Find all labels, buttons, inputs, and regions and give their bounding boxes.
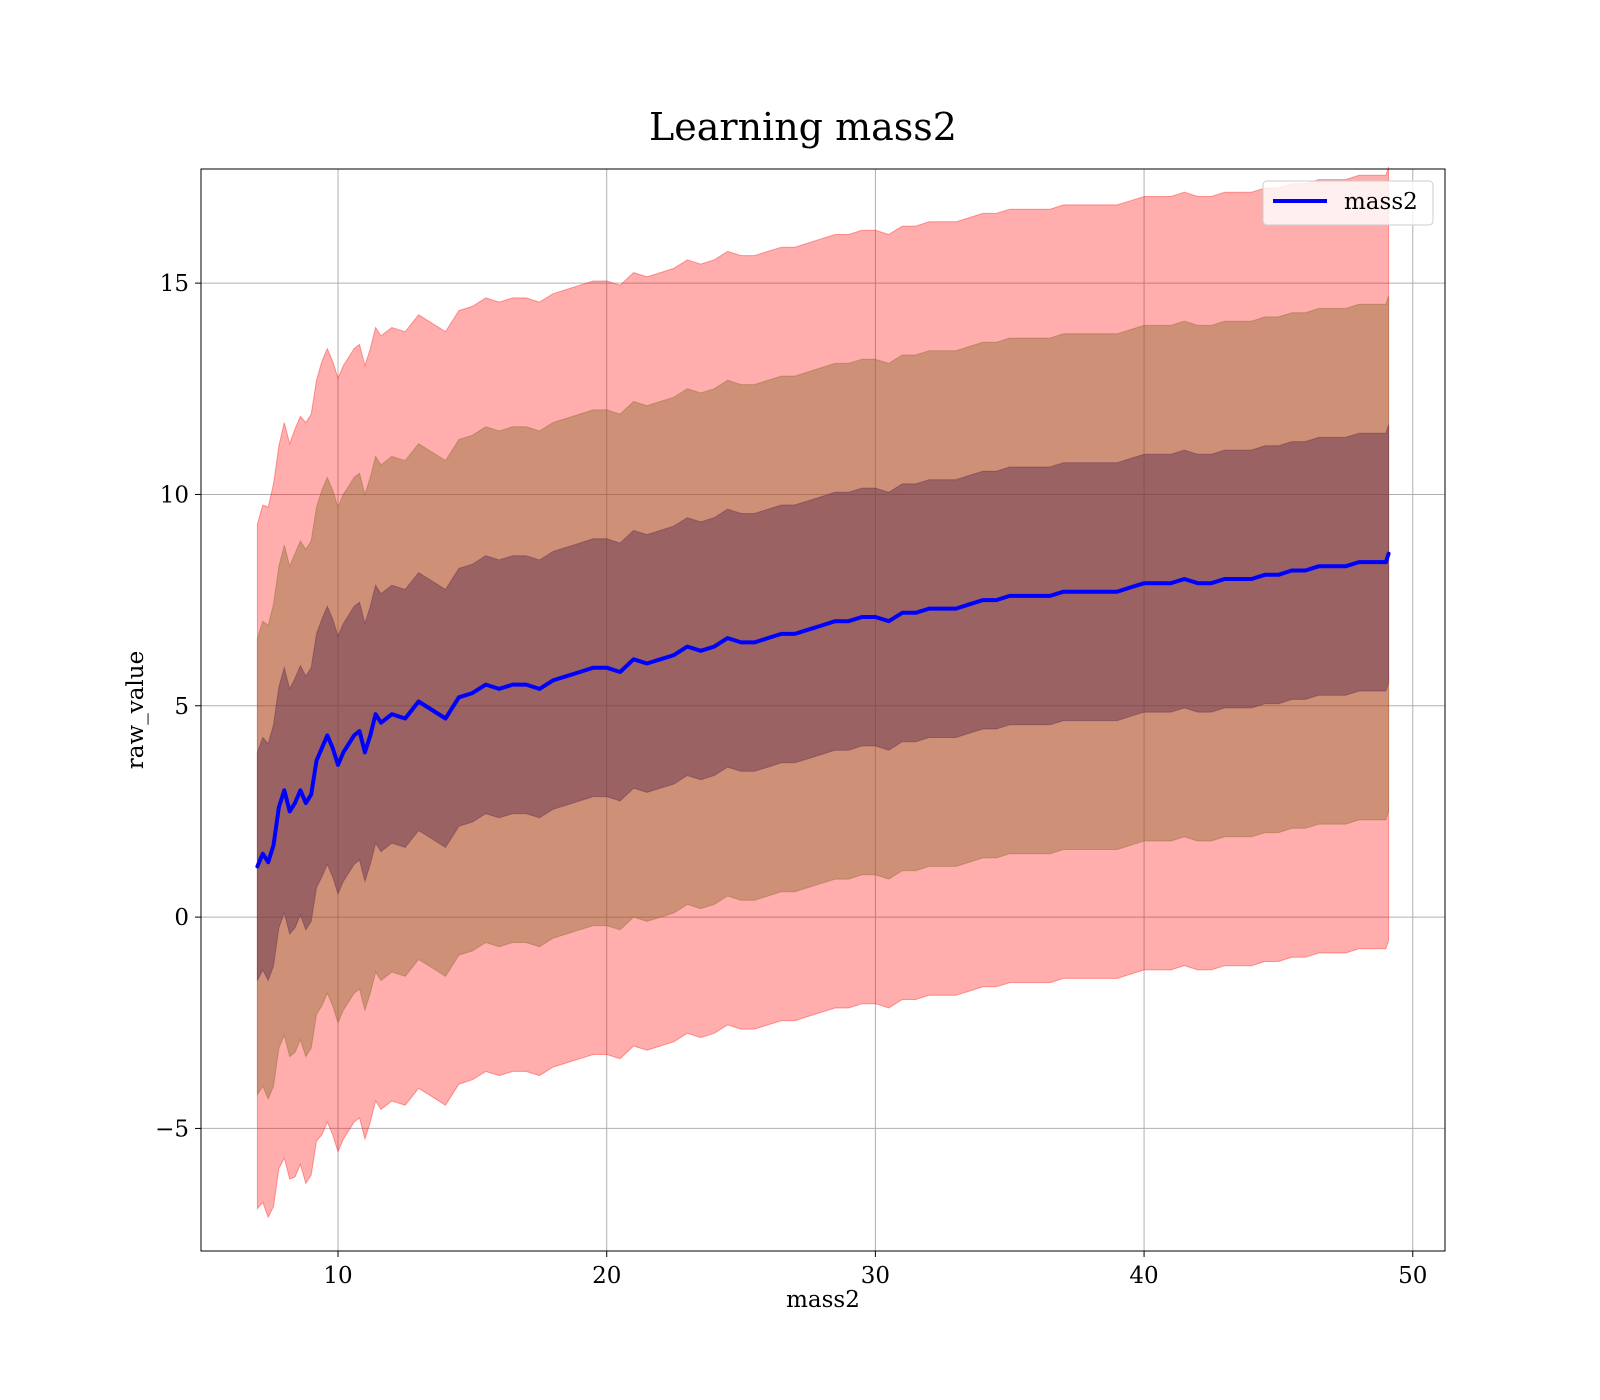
y-tick-label: 15 <box>160 271 189 297</box>
x-tick-label: 30 <box>861 1263 890 1289</box>
legend-label: mass2 <box>1344 189 1418 215</box>
band-2sigma <box>256 295 1390 1101</box>
band-1sigma <box>256 424 1390 982</box>
series-line-mass2 <box>255 551 1391 869</box>
legend: mass2 <box>1262 180 1434 226</box>
y-axis-label: raw_value <box>123 651 149 769</box>
line-layer <box>255 551 1391 869</box>
plot-frame <box>200 168 1446 1252</box>
x-tick-label: 10 <box>323 1263 352 1289</box>
x-axis-label: mass2 <box>786 1287 860 1313</box>
y-tick-label: 0 <box>174 905 189 931</box>
y-tick-label: −5 <box>155 1116 189 1142</box>
y-tick-label: 10 <box>160 482 189 508</box>
x-tick-label: 20 <box>592 1263 621 1289</box>
x-tick-label: 50 <box>1398 1263 1427 1289</box>
x-tick-label: 40 <box>1129 1263 1158 1289</box>
grid-layer <box>201 169 1445 1251</box>
chart-title: Learning mass2 <box>649 105 957 149</box>
band-3sigma <box>256 166 1390 1219</box>
y-axis-ticks: −5 0 5 10 15 <box>155 271 201 1142</box>
y-tick-label: 5 <box>174 694 189 720</box>
x-axis-ticks: 10 20 30 40 50 <box>323 1251 1427 1289</box>
legend-box <box>1262 180 1434 226</box>
band-layer <box>256 166 1390 1219</box>
